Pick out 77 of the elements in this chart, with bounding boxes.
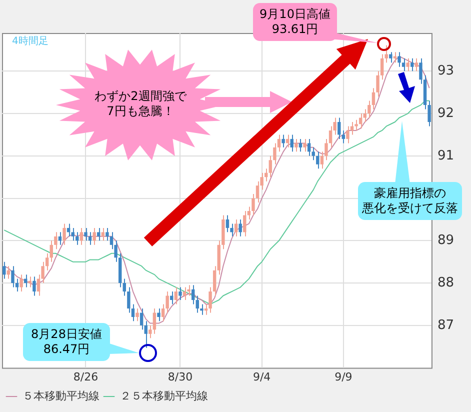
candlestick	[148, 324, 152, 339]
x-tick-label: 9/9	[334, 370, 352, 384]
candlestick	[178, 286, 182, 300]
candlestick	[11, 266, 14, 288]
candlestick	[187, 284, 190, 296]
y-tick-label: 92	[437, 106, 454, 121]
candlestick	[84, 227, 88, 242]
candlestick	[20, 274, 23, 292]
candlestick	[76, 232, 79, 246]
annotation: 4時間足	[12, 36, 50, 48]
candlestick	[106, 227, 109, 242]
candlestick	[234, 218, 238, 237]
candlestick	[157, 308, 160, 322]
candlestick	[290, 134, 294, 152]
candlestick	[80, 227, 84, 246]
legend-label: ２５本移動平均線	[120, 389, 208, 402]
candlestick	[2, 261, 6, 280]
y-tick-label: 87	[437, 318, 454, 333]
candlestick	[32, 276, 36, 296]
candlestick	[398, 52, 401, 68]
candlestick	[97, 227, 100, 242]
candlestick	[50, 240, 53, 262]
candlestick	[282, 134, 285, 148]
candlestick	[54, 232, 58, 250]
candlestick	[62, 223, 66, 246]
candlestick	[182, 286, 186, 300]
candlestick	[127, 286, 130, 314]
candlestick	[294, 138, 298, 152]
candlestick	[268, 155, 272, 178]
y-tick-label: 89	[437, 233, 454, 248]
candlestick	[196, 295, 200, 314]
candlestick	[174, 286, 178, 305]
legend-label: ５本移動平均線	[22, 389, 100, 402]
candlestick	[384, 44, 388, 64]
candlestick	[101, 227, 105, 242]
candlestick	[208, 286, 212, 314]
candlestick	[406, 58, 410, 72]
candlestick	[136, 308, 139, 322]
candlestick	[256, 180, 260, 204]
annotation: 悪化を受けて反落	[358, 201, 462, 220]
y-tick-label: 91	[437, 148, 454, 164]
y-tick-label: 93	[437, 64, 454, 79]
candlestick	[338, 117, 341, 140]
candlestick	[152, 308, 156, 334]
candlestick	[307, 138, 311, 156]
candlestick	[328, 126, 332, 148]
candlestick	[238, 218, 242, 237]
candlestick	[122, 278, 126, 296]
candlestick	[298, 138, 302, 152]
candlestick	[414, 58, 418, 72]
candlestick	[252, 194, 255, 216]
annotation: 8月28日安値86.47円	[23, 323, 110, 361]
candlestick	[342, 130, 346, 144]
candlestick	[273, 142, 276, 165]
candlestick	[346, 126, 350, 144]
y-tick-label: 88	[437, 275, 454, 290]
candlestick	[243, 210, 246, 237]
annotation: 9月10日高値93.61円	[253, 3, 337, 41]
candlestick	[192, 284, 195, 305]
annotation: 豪雇用指標の	[358, 182, 462, 201]
x-tick-label: 8/30	[168, 370, 193, 384]
candlestick	[140, 308, 144, 330]
x-tick-label: 9/4	[252, 370, 271, 384]
candlestick	[368, 100, 371, 118]
candlestick	[230, 223, 234, 237]
candlestick	[354, 119, 358, 131]
annotation: わずか2週間強で7円も急騰！	[94, 89, 187, 119]
candlestick	[372, 88, 376, 110]
candlestick	[410, 58, 414, 72]
candlestick	[92, 227, 96, 246]
candlestick	[303, 138, 306, 152]
candlestick	[389, 52, 392, 64]
candlestick	[316, 151, 320, 170]
x-tick-label: 8/26	[73, 370, 98, 384]
candlestick	[402, 58, 406, 72]
candlestick	[200, 304, 204, 316]
candlestick	[226, 214, 230, 233]
